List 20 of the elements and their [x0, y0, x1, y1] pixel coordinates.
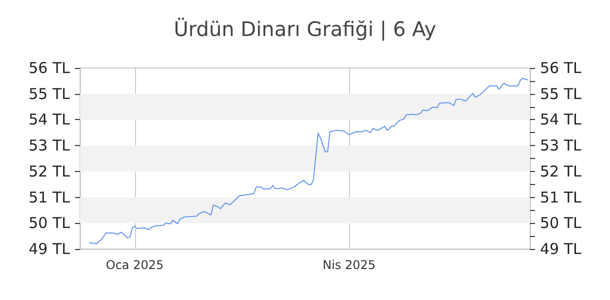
x-tick-label: Oca 2025	[106, 258, 164, 272]
line-series	[89, 78, 528, 244]
y-tick-label: 54 TL	[28, 110, 71, 129]
y-tick-label: 52 TL	[28, 162, 71, 180]
y2-tick-label: 54 TL	[540, 110, 582, 129]
x-tick-label: Nis 2025	[322, 258, 376, 272]
y2-tick-label: 49 TL	[540, 240, 582, 258]
y2-tick-label: 52 TL	[540, 162, 582, 180]
y-tick-label: 50 TL	[28, 214, 71, 232]
y-tick-label: 49 TL	[28, 240, 71, 258]
y-tick-label: 55 TL	[28, 84, 71, 103]
y2-tick-label: 56 TL	[540, 59, 582, 77]
y2-tick-label: 55 TL	[540, 84, 582, 103]
y-tick-label: 56 TL	[28, 59, 71, 77]
y2-tick-label: 51 TL	[540, 188, 582, 206]
y2-tick-label: 53 TL	[540, 136, 582, 155]
y2-tick-label: 50 TL	[540, 214, 582, 232]
y-tick-label: 53 TL	[28, 136, 71, 155]
chart-title: Ürdün Dinarı Grafiği | 6 Ay	[174, 17, 436, 41]
y-tick-label: 51 TL	[28, 188, 71, 206]
